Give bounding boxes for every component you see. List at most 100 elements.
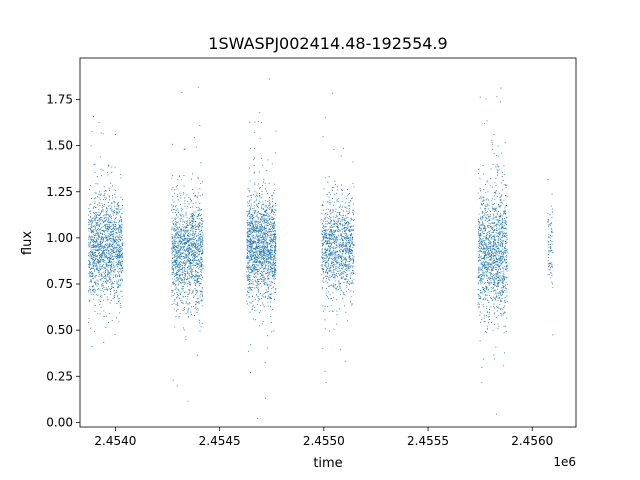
data-point [183, 327, 184, 329]
data-point [90, 327, 92, 329]
data-point [104, 253, 106, 255]
data-point [269, 252, 271, 254]
data-point [116, 212, 118, 214]
data-point [99, 228, 101, 230]
data-point [177, 269, 179, 271]
data-point [261, 240, 263, 242]
data-point [273, 236, 275, 238]
data-point [257, 281, 259, 282]
data-point [121, 263, 123, 265]
data-point [327, 248, 329, 250]
data-point [120, 230, 122, 232]
data-point [94, 219, 96, 221]
data-point [118, 261, 120, 263]
data-point [252, 232, 254, 233]
data-point [249, 272, 251, 274]
data-point [108, 219, 110, 220]
data-point [107, 165, 109, 167]
data-point [181, 288, 183, 290]
data-point [343, 258, 345, 259]
data-point [182, 279, 183, 281]
data-point [343, 230, 345, 232]
data-point [110, 279, 112, 280]
data-point [251, 226, 253, 228]
data-point [178, 256, 180, 258]
data-point [88, 252, 90, 254]
data-point [265, 245, 267, 247]
data-point [109, 243, 111, 245]
data-point [344, 261, 346, 263]
data-point [265, 226, 267, 228]
data-point [336, 261, 338, 263]
data-point [97, 243, 99, 245]
data-point [184, 275, 186, 277]
data-point [329, 226, 331, 228]
data-point [107, 280, 109, 282]
data-point [183, 215, 185, 217]
data-point [171, 177, 173, 179]
data-point [247, 267, 249, 269]
data-point [190, 245, 192, 247]
data-point [258, 217, 260, 219]
data-point [194, 195, 196, 197]
data-point [117, 264, 119, 266]
data-point [191, 238, 193, 240]
data-point [174, 189, 176, 191]
data-point [109, 276, 111, 278]
data-point [322, 239, 324, 241]
data-point [266, 254, 268, 256]
data-point [185, 248, 187, 250]
data-point [268, 252, 270, 254]
data-point [265, 230, 267, 231]
data-point [113, 218, 115, 220]
data-point [91, 271, 93, 273]
data-point [254, 306, 256, 308]
data-point [99, 236, 100, 238]
data-point [106, 288, 108, 290]
data-point [327, 208, 329, 210]
data-point [260, 278, 262, 280]
data-point [119, 229, 121, 231]
data-point [274, 241, 276, 243]
data-point [178, 275, 180, 277]
data-point [189, 218, 190, 220]
data-point [99, 252, 100, 254]
data-point [333, 238, 335, 240]
data-point [186, 207, 188, 209]
data-point [325, 270, 327, 272]
data-point [99, 256, 101, 258]
data-point [329, 254, 331, 256]
data-point [197, 225, 199, 227]
data-point [328, 176, 330, 178]
data-point [113, 201, 115, 203]
data-point [259, 273, 261, 274]
data-point [327, 181, 329, 183]
data-point [119, 256, 120, 258]
data-point [187, 267, 188, 269]
data-point [332, 248, 334, 250]
data-point [89, 228, 91, 229]
data-point [275, 269, 277, 271]
data-point [256, 264, 258, 266]
data-point [182, 261, 184, 263]
data-point [196, 252, 198, 254]
data-point [180, 179, 182, 181]
data-point [247, 222, 249, 224]
data-point [344, 238, 346, 239]
data-point [92, 262, 94, 263]
data-point [190, 311, 192, 313]
data-point [248, 259, 250, 261]
data-point [275, 252, 277, 254]
data-point [348, 193, 350, 194]
data-point [176, 287, 177, 289]
data-point [190, 266, 192, 268]
data-point [255, 231, 257, 233]
data-point [188, 248, 190, 250]
data-point [97, 280, 99, 282]
data-point [113, 201, 115, 203]
data-point [263, 306, 265, 308]
data-point [97, 249, 99, 251]
data-point [191, 227, 193, 229]
data-point [182, 252, 184, 254]
data-point [271, 234, 273, 236]
